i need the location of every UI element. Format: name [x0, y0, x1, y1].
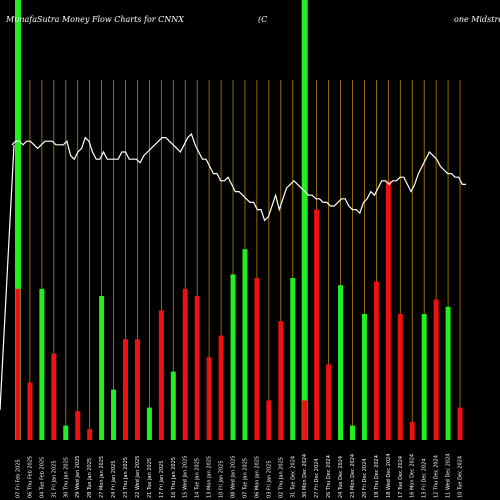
bar-up [242, 249, 248, 440]
x-tick-label: 18 Wed Dec 2024 [386, 454, 392, 498]
bar-down [433, 299, 439, 440]
bar-down [314, 209, 320, 440]
price-line-entry [0, 144, 15, 411]
x-tick-label: 30 Mon Dec 2024 [302, 454, 308, 498]
x-tick-label: 13 Mon Jan 2025 [207, 456, 213, 498]
x-tick-label: 13 Fri Dec 2024 [422, 459, 428, 499]
x-tick-label: 31 Tue Dec 2024 [290, 456, 296, 498]
x-tick-label: 03 Fri Jan 2025 [266, 460, 272, 498]
x-tick-label: 29 Wed Jan 2025 [75, 456, 81, 498]
bar-down [373, 281, 379, 440]
line-layer [0, 132, 466, 411]
bar-down [27, 382, 33, 440]
bar-down [87, 429, 93, 440]
bar-up [421, 314, 427, 440]
bar-down [397, 314, 403, 440]
x-tick-label: 15 Wed Jan 2025 [183, 456, 189, 498]
bar-up [146, 407, 152, 440]
chart-title-right: one Midstre [454, 15, 500, 24]
bar-down [457, 407, 463, 440]
x-tick-label: 30 Thu Jan 2025 [63, 457, 69, 498]
tick-layer: 07 Fri Feb 2025 06 Thu Feb 2025 04 Tue Feb… [15, 454, 463, 498]
bar-up [445, 306, 451, 440]
x-tick-label: 12 Thu Dec 2024 [434, 455, 440, 498]
x-tick-label: 20 Fri Dec 2024 [362, 459, 368, 499]
x-tick-label: 16 Mon Dec 2024 [410, 454, 416, 498]
x-tick-label: 07 Fri Feb 2025 [15, 459, 21, 498]
x-tick-label: 06 Thu Feb 2025 [27, 456, 33, 498]
x-tick-label: 24 Tue Dec 2024 [338, 456, 344, 498]
x-tick-label: 14 Tue Jan 2025 [195, 458, 201, 498]
highlight-column [14, 0, 21, 440]
bar-down [194, 296, 200, 440]
x-tick-label: 16 Thu Jan 2025 [171, 457, 177, 498]
bar-down [409, 422, 415, 440]
bar-up [99, 296, 105, 440]
bar-down [206, 357, 212, 440]
bar-down [278, 321, 284, 440]
x-tick-label: 19 Thu Dec 2024 [374, 455, 380, 498]
bar-up [111, 389, 117, 440]
chart-title-middle: (C [258, 15, 267, 24]
chart-title-left: MunafaSutra Money Flow Charts for CNNX [5, 15, 184, 24]
x-tick-label: 08 Wed Jan 2025 [231, 456, 237, 498]
bar-up [170, 371, 176, 440]
highlight-layer [14, 0, 308, 440]
bar-down [158, 310, 164, 440]
bar-up [63, 425, 69, 440]
bar-up [230, 274, 236, 440]
bar-down [51, 353, 57, 440]
bar-down [266, 400, 272, 440]
price-line [11, 132, 466, 222]
x-tick-label: 23 Mon Dec 2024 [350, 454, 356, 498]
bar-down [302, 400, 308, 440]
bar-down [218, 335, 224, 440]
bar-down [182, 288, 188, 440]
bar-down [385, 180, 391, 441]
x-tick-label: 23 Thu Jan 2025 [123, 457, 129, 498]
x-tick-label: 17 Tue Dec 2024 [398, 456, 404, 498]
x-tick-label: 04 Tue Feb 2025 [39, 457, 45, 498]
x-tick-label: 02 Thu Jan 2025 [278, 457, 284, 498]
bar-down [134, 339, 140, 440]
x-tick-label: 17 Fri Jan 2025 [159, 460, 165, 498]
bar-down [15, 288, 21, 440]
bar-up [338, 285, 344, 440]
highlight-column [301, 0, 308, 440]
x-tick-label: 06 Mon Jan 2025 [254, 456, 260, 498]
x-tick-label: 21 Tue Jan 2025 [147, 458, 153, 498]
x-tick-label: 28 Tue Jan 2025 [87, 458, 93, 498]
x-tick-label: 27 Fri Dec 2024 [314, 459, 320, 499]
bar-down [254, 278, 260, 440]
x-tick-label: 10 Fri Jan 2025 [219, 460, 225, 498]
x-tick-label: 31 Fri Jan 2025 [51, 460, 57, 498]
x-tick-label: 24 Fri Jan 2025 [111, 460, 117, 498]
bar-down [326, 364, 332, 440]
x-tick-label: 11 Wed Dec 2024 [446, 454, 452, 498]
bar-layer [15, 180, 463, 441]
x-tick-label: 26 Thu Dec 2024 [326, 455, 332, 498]
bar-up [361, 314, 367, 440]
x-tick-label: 22 Wed Jan 2025 [135, 456, 141, 498]
x-tick-label: 27 Mon Jan 2025 [99, 456, 105, 498]
x-tick-label: 10 Tue Dec 2024 [458, 456, 464, 498]
bar-up [350, 425, 355, 440]
bar-up [39, 288, 45, 440]
x-tick-label: 07 Tue Jan 2025 [242, 458, 248, 498]
bar-up [290, 278, 296, 440]
bar-down [75, 411, 81, 440]
bar-down [123, 339, 128, 440]
